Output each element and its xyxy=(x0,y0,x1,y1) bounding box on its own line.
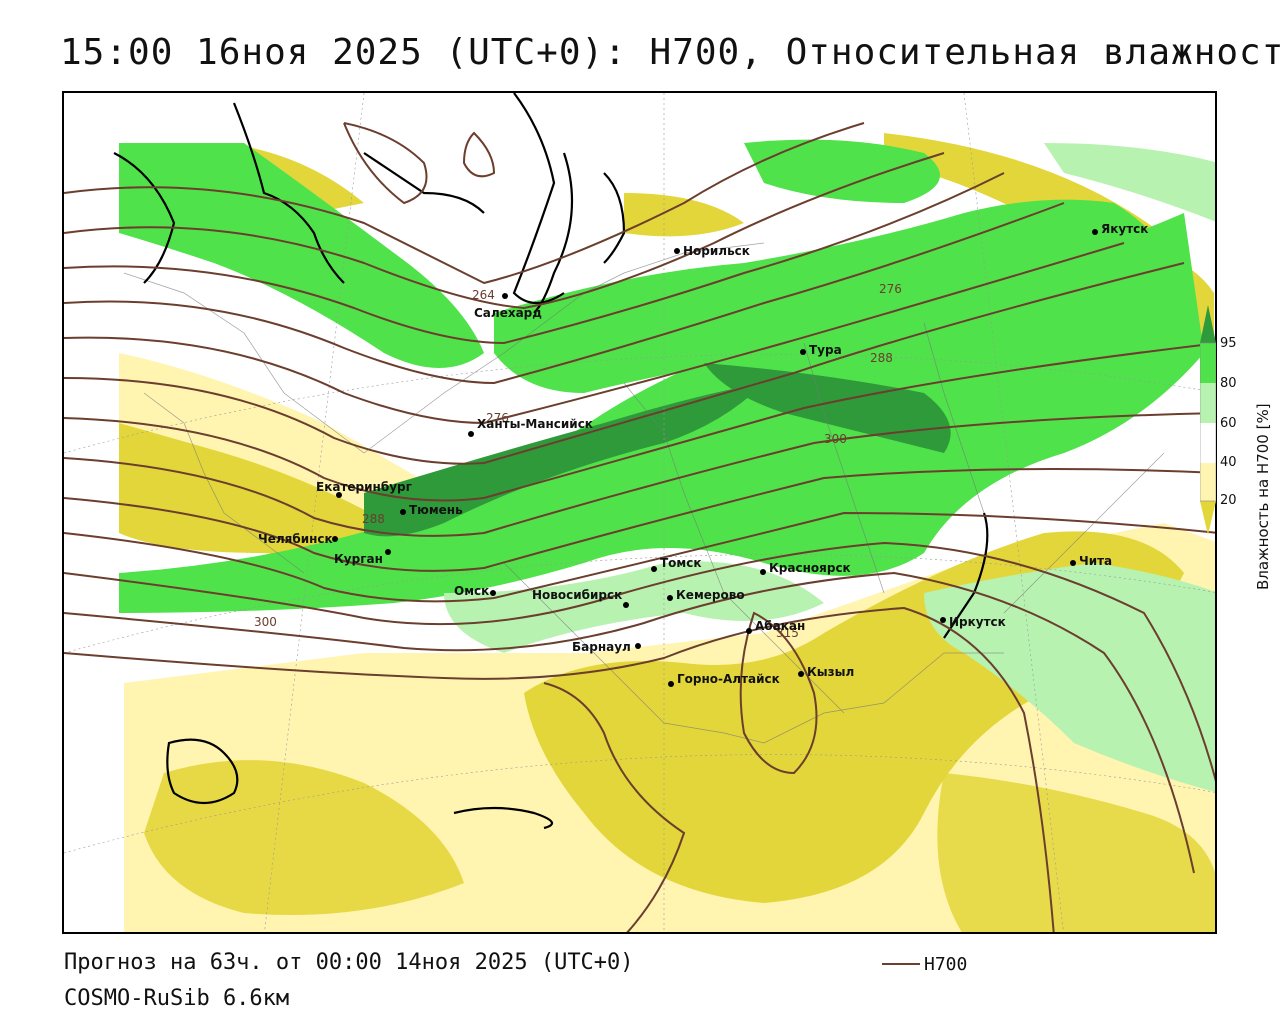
contour-label: 300 xyxy=(254,615,277,629)
city-label: Якутск xyxy=(1101,222,1148,236)
contour-label: 276 xyxy=(879,282,902,296)
colorbar-title: Влажность на H700 [%] xyxy=(1254,403,1272,590)
contour-label: 300 xyxy=(824,432,847,446)
city-label: Барнаул xyxy=(572,640,631,654)
contour-label: 276 xyxy=(486,411,509,425)
colorbar-tick: 60 xyxy=(1220,416,1237,431)
coastlines xyxy=(113,93,989,830)
city-label: Омск xyxy=(454,584,489,598)
city-label: Курган xyxy=(334,552,383,566)
city-label: Томск xyxy=(660,556,702,570)
humidity-colorbar xyxy=(1200,305,1216,535)
colorbar-tick: 80 xyxy=(1220,376,1237,391)
city-label: Тюмень xyxy=(409,503,463,517)
city-label: Норильск xyxy=(683,244,750,258)
city-label: Горно-Алтайск xyxy=(677,672,780,686)
map-title: 15:00 16ноя 2025 (UTC+0): H700, Относите… xyxy=(60,32,1280,73)
map-canvas: 264 276 288 300 276 288 300 315 Якутск Н… xyxy=(64,93,1215,932)
humidity-field xyxy=(119,133,1215,932)
colorbar-tick: 20 xyxy=(1220,493,1237,508)
contour-labels: 264 276 288 300 276 288 300 315 xyxy=(254,282,902,640)
contour-label: 288 xyxy=(362,512,385,526)
admin-boundaries xyxy=(123,242,1165,744)
city-label: Абакан xyxy=(755,619,805,633)
colorbar-tick: 40 xyxy=(1220,455,1237,470)
map-panel: 264 276 288 300 276 288 300 315 Якутск Н… xyxy=(62,91,1217,934)
cities: Якутск Норильск Салехард Тура Ханты-Манс… xyxy=(258,222,1148,687)
contour-label: 315 xyxy=(776,626,799,640)
city-label: Иркутск xyxy=(949,615,1006,629)
city-label: Кызыл xyxy=(807,665,854,679)
h700-legend-label: H700 xyxy=(924,954,968,975)
city-label: Ханты-Мансийск xyxy=(477,417,593,431)
city-label: Красноярск xyxy=(769,561,851,575)
city-label: Тура xyxy=(809,343,842,357)
h700-legend-line xyxy=(882,963,920,965)
contour-label: 288 xyxy=(870,351,893,365)
city-label: Новосибирск xyxy=(532,588,622,602)
city-label: Екатеринбург xyxy=(316,480,412,494)
forecast-info: Прогноз на 63ч. от 00:00 14ноя 2025 (UTC… xyxy=(64,950,634,975)
city-label: Салехард xyxy=(474,306,542,320)
model-name: COSMO-RuSib 6.6км xyxy=(64,986,290,1011)
city-label: Челябинск xyxy=(258,532,333,546)
colorbar-tick: 95 xyxy=(1220,336,1237,351)
city-label: Чита xyxy=(1079,554,1112,568)
city-label: Кемерово xyxy=(676,588,745,602)
contour-label: 264 xyxy=(472,288,495,302)
h700-contours xyxy=(64,122,1215,932)
